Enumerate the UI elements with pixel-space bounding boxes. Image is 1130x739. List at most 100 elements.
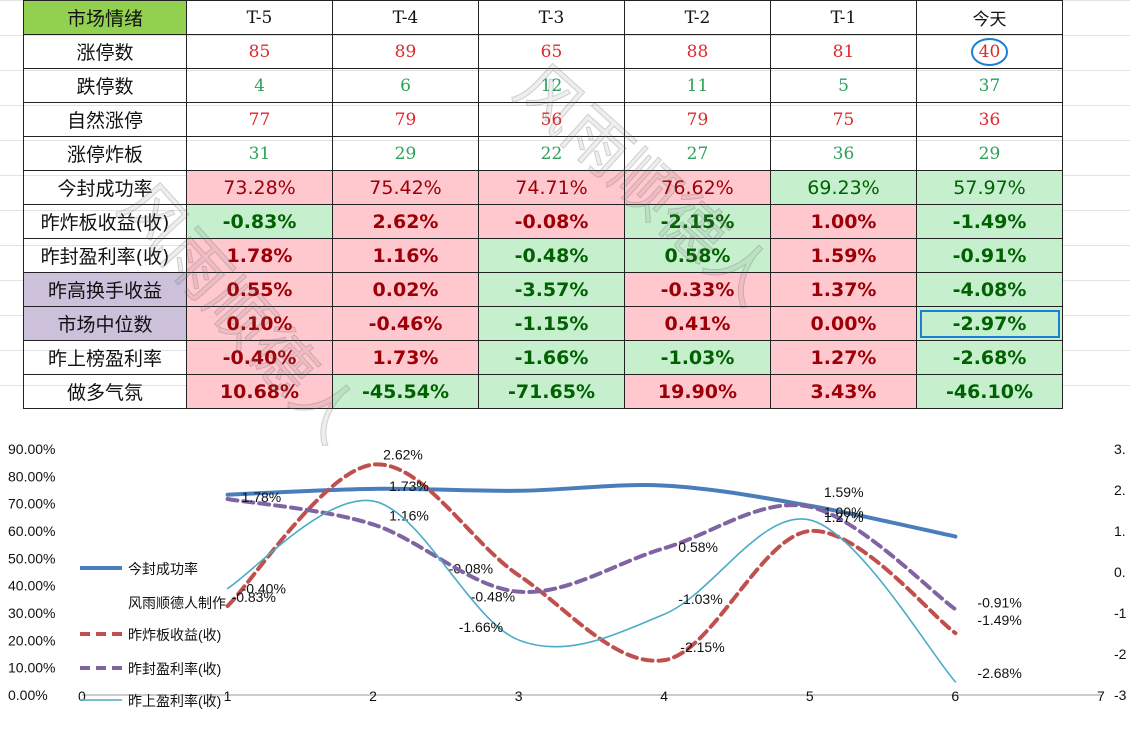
table-cell[interactable]: 36 — [916, 102, 1063, 137]
table-row: 涨停数 85 89 65 88 81 40 — [23, 34, 1063, 69]
x-tick-label: 2 — [369, 688, 377, 704]
table-cell[interactable]: 11 — [624, 68, 771, 103]
row-label[interactable]: 做多气氛 — [23, 374, 187, 409]
table-row: 昨炸板收益(收) -0.83% 2.62% -0.08% -2.15% 1.00% -1.4… — [23, 204, 1063, 239]
column-header[interactable]: T-2 — [624, 0, 771, 35]
column-header[interactable]: T-3 — [478, 0, 625, 35]
table-cell[interactable]: 1.73% — [332, 340, 479, 375]
row-label[interactable]: 昨上榜盈利率 — [23, 340, 187, 375]
table-cell[interactable]: 6 — [332, 68, 479, 103]
table-cell[interactable]: 85 — [186, 34, 333, 69]
row-label[interactable]: 市场中位数 — [23, 306, 187, 341]
table-cell[interactable]: 0.55% — [186, 272, 333, 307]
y-left-tick-label: 30.00% — [8, 605, 55, 621]
data-label: -0.91% — [977, 594, 1021, 610]
table-cell[interactable]: 40 — [916, 34, 1063, 69]
table-cell[interactable]: -46.10% — [916, 374, 1063, 409]
corner-label[interactable]: 市场情绪 — [23, 0, 187, 35]
series-line — [226, 499, 957, 683]
table-cell[interactable]: -1.49% — [916, 204, 1063, 239]
table-cell[interactable]: 19.90% — [624, 374, 771, 409]
table-row: 涨停炸板 31 29 22 27 36 29 — [23, 136, 1063, 171]
table-cell[interactable]: -2.15% — [624, 204, 771, 239]
table-cell[interactable]: 12 — [478, 68, 625, 103]
table-cell[interactable]: 0.41% — [624, 306, 771, 341]
table-cell[interactable]: 56 — [478, 102, 625, 137]
column-header[interactable]: T-4 — [332, 0, 479, 35]
table-cell[interactable]: 74.71% — [478, 170, 625, 205]
table-cell[interactable]: -71.65% — [478, 374, 625, 409]
row-label[interactable]: 涨停炸板 — [23, 136, 187, 171]
table-cell[interactable]: 75.42% — [332, 170, 479, 205]
table-cell[interactable]: -3.57% — [478, 272, 625, 307]
table-cell[interactable]: 3.43% — [770, 374, 917, 409]
table-cell[interactable]: -0.33% — [624, 272, 771, 307]
data-label: 1.27% — [824, 509, 864, 525]
table-cell[interactable]: 69.23% — [770, 170, 917, 205]
table-cell[interactable]: 57.97% — [916, 170, 1063, 205]
data-label: 1.59% — [824, 484, 864, 500]
table-cell[interactable]: 10.68% — [186, 374, 333, 409]
table-cell[interactable]: 88 — [624, 34, 771, 69]
table-cell[interactable]: 4 — [186, 68, 333, 103]
table-cell[interactable]: -0.48% — [478, 238, 625, 273]
table-cell[interactable]: 1.37% — [770, 272, 917, 307]
table-cell[interactable]: -4.08% — [916, 272, 1063, 307]
table-cell[interactable]: 1.59% — [770, 238, 917, 273]
table-cell[interactable]: -0.91% — [916, 238, 1063, 273]
row-label[interactable]: 昨封盈利率(收) — [23, 238, 187, 273]
table-cell[interactable]: 73.28% — [186, 170, 333, 205]
table-cell[interactable]: -0.40% — [186, 340, 333, 375]
table-cell[interactable]: 36 — [770, 136, 917, 171]
table-cell[interactable]: 31 — [186, 136, 333, 171]
table-cell[interactable]: 79 — [332, 102, 479, 137]
table-cell[interactable]: -1.03% — [624, 340, 771, 375]
table-cell[interactable]: 27 — [624, 136, 771, 171]
table-cell[interactable]: 1.16% — [332, 238, 479, 273]
data-label: -2.15% — [680, 639, 724, 655]
table-cell[interactable]: 1.27% — [770, 340, 917, 375]
table-cell[interactable]: 2.62% — [332, 204, 479, 239]
column-header[interactable]: T-1 — [770, 0, 917, 35]
column-header[interactable]: 今天 — [916, 0, 1063, 35]
table-cell[interactable]: -0.46% — [332, 306, 479, 341]
table-cell[interactable]: 22 — [478, 136, 625, 171]
table-cell[interactable]: 77 — [186, 102, 333, 137]
table-cell[interactable]: 65 — [478, 34, 625, 69]
table-cell[interactable]: 79 — [624, 102, 771, 137]
row-label[interactable]: 昨高换手收益 — [23, 272, 187, 307]
table-cell[interactable]: -0.08% — [478, 204, 625, 239]
data-label: -2.68% — [977, 665, 1021, 681]
table-cell[interactable]: 0.58% — [624, 238, 771, 273]
table-cell[interactable]: -1.66% — [478, 340, 625, 375]
table-cell[interactable]: 0.02% — [332, 272, 479, 307]
table-cell[interactable]: -2.97% — [916, 306, 1063, 341]
table-cell[interactable]: 76.62% — [624, 170, 771, 205]
table-cell[interactable]: 0.00% — [770, 306, 917, 341]
table-cell[interactable]: 89 — [332, 34, 479, 69]
legend-entry: 风雨顺德人制作 — [128, 595, 226, 611]
x-tick-label: 4 — [660, 688, 668, 704]
row-label[interactable]: 今封成功率 — [23, 170, 187, 205]
table-cell[interactable]: 81 — [770, 34, 917, 69]
row-label[interactable]: 跌停数 — [23, 68, 187, 103]
table-cell[interactable]: -2.68% — [916, 340, 1063, 375]
y-right-tick-label: -2 — [1114, 646, 1127, 662]
row-label[interactable]: 涨停数 — [23, 34, 187, 69]
table-cell[interactable]: -1.15% — [478, 306, 625, 341]
table-cell[interactable]: 29 — [332, 136, 479, 171]
table-cell[interactable]: -45.54% — [332, 374, 479, 409]
data-label: -1.03% — [678, 591, 722, 607]
row-label[interactable]: 昨炸板收益(收) — [23, 204, 187, 239]
table-cell[interactable]: 1.78% — [186, 238, 333, 273]
column-header[interactable]: T-5 — [186, 0, 333, 35]
table-cell[interactable]: 29 — [916, 136, 1063, 171]
row-label[interactable]: 自然涨停 — [23, 102, 187, 137]
table-cell[interactable]: 0.10% — [186, 306, 333, 341]
table-cell[interactable]: 5 — [770, 68, 917, 103]
table-cell[interactable]: 37 — [916, 68, 1063, 103]
data-label: 0.58% — [678, 539, 718, 555]
table-cell[interactable]: 1.00% — [770, 204, 917, 239]
table-cell[interactable]: -0.83% — [186, 204, 333, 239]
table-cell[interactable]: 75 — [770, 102, 917, 137]
